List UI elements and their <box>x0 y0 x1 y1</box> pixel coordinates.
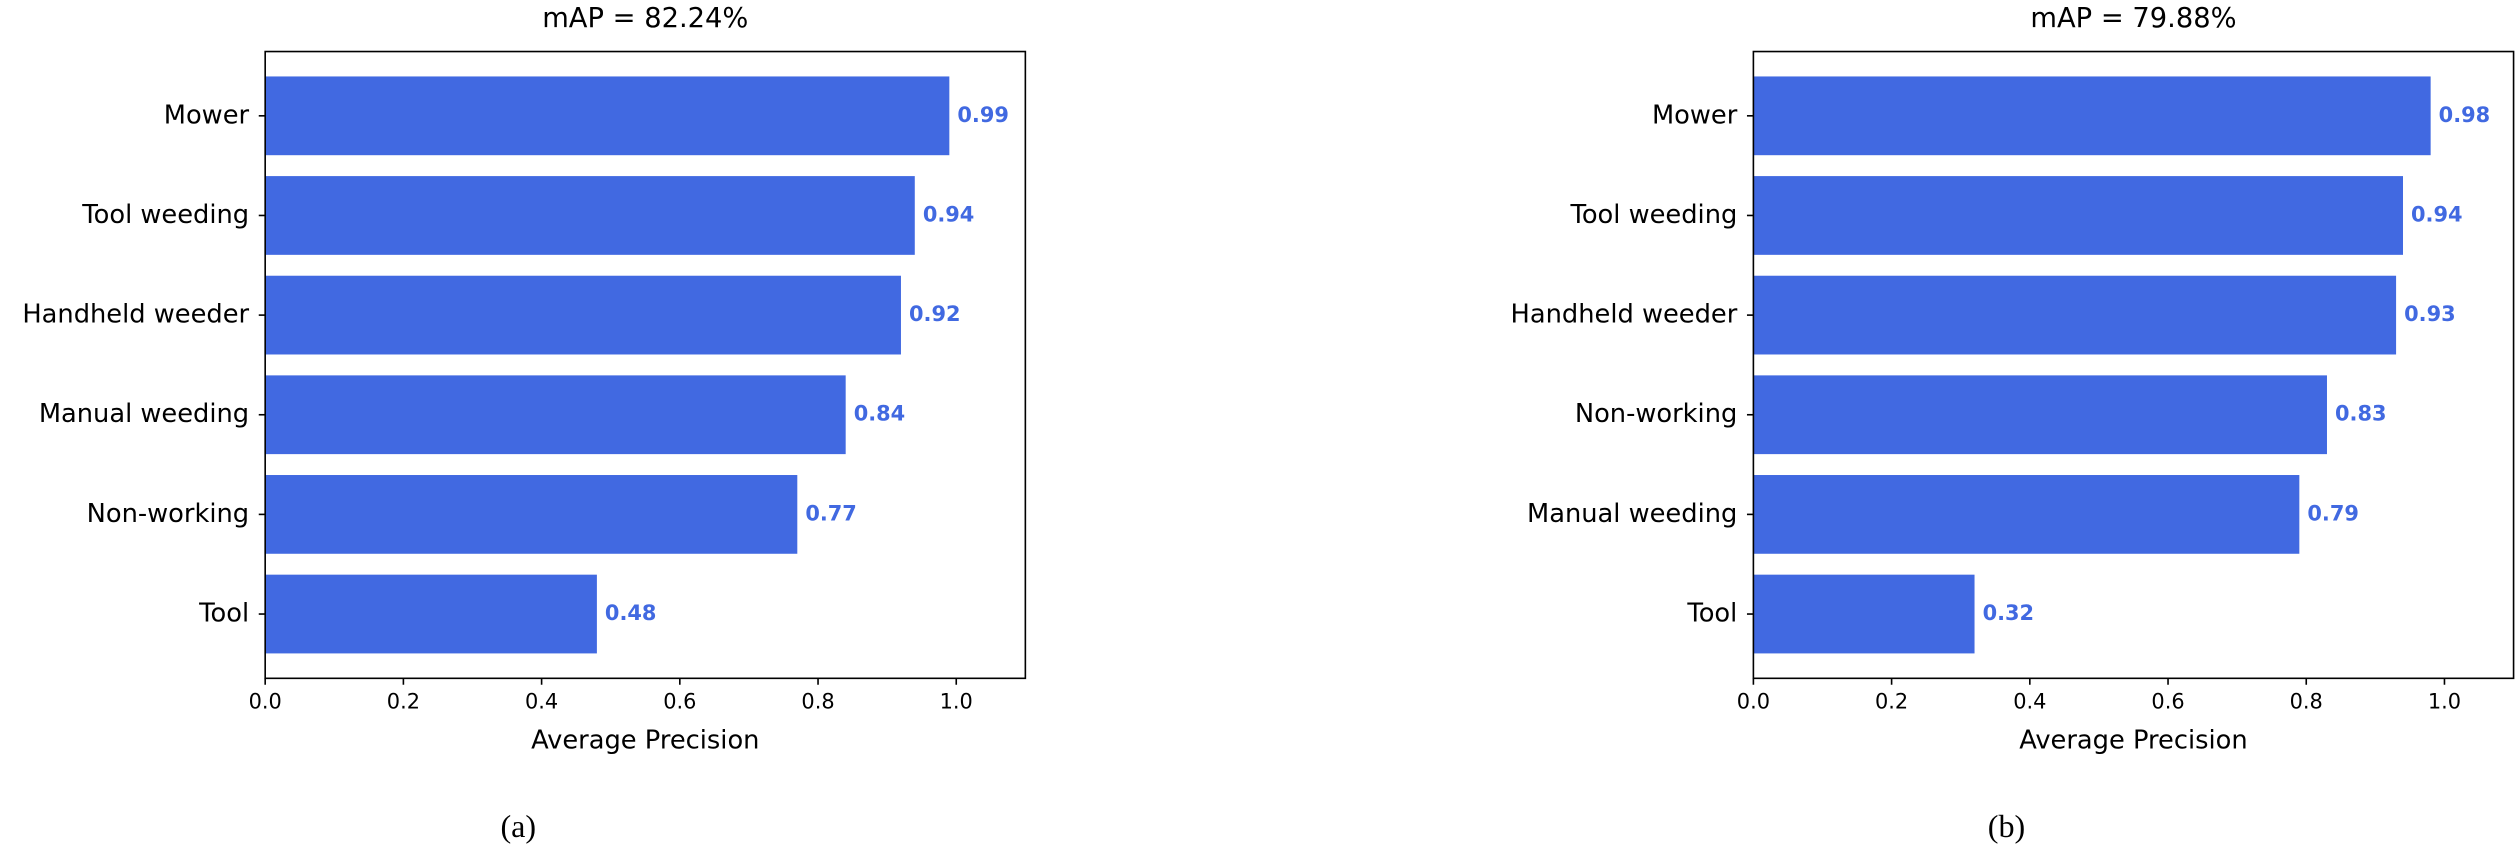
bar <box>265 574 597 654</box>
y-tick-label: Non-working <box>1575 399 1737 429</box>
y-tick-label: Manual weeding <box>39 399 249 429</box>
caption: (b) <box>1988 808 2025 844</box>
value-label: 0.94 <box>923 202 975 226</box>
y-tick-label: Non-working <box>87 499 249 529</box>
y-tick-label: Manual weeding <box>1527 499 1737 529</box>
x-axis-label: Average Precision <box>531 726 759 756</box>
x-tick-label: 0.6 <box>663 689 696 713</box>
x-tick-label: 0.8 <box>801 689 834 713</box>
x-tick-label: 0.0 <box>1737 689 1770 713</box>
y-tick-label: Handheld weeder <box>1511 300 1738 330</box>
value-label: 0.92 <box>909 302 961 326</box>
y-tick-label: Tool <box>1686 599 1737 629</box>
chart-title: mAP = 82.24% <box>542 3 748 34</box>
x-tick-label: 1.0 <box>2428 689 2461 713</box>
plot-frame <box>1752 50 2515 680</box>
y-tick-label: Tool weeding <box>81 200 249 230</box>
x-tick-label: 0.8 <box>2290 689 2323 713</box>
value-label: 0.98 <box>2439 103 2491 127</box>
x-tick-label: 0.4 <box>2013 689 2046 713</box>
x-tick-label: 0.2 <box>387 689 420 713</box>
value-label: 0.93 <box>2404 302 2456 326</box>
bar <box>265 176 915 255</box>
x-tick-label: 1.0 <box>940 689 973 713</box>
bar <box>265 475 798 554</box>
bar <box>265 76 950 156</box>
y-tick-label: Handheld weeder <box>22 300 249 330</box>
value-label: 0.99 <box>957 103 1009 127</box>
x-tick-label: 0.2 <box>1875 689 1908 713</box>
bar <box>265 375 846 455</box>
y-tick-label: Mower <box>1652 100 1738 130</box>
x-tick-label: 0.4 <box>525 689 558 713</box>
bar <box>265 275 901 355</box>
bar <box>1753 475 2300 554</box>
value-label: 0.84 <box>854 402 906 426</box>
bar <box>1753 76 2431 156</box>
x-tick-label: 0.6 <box>2151 689 2184 713</box>
plot-frame <box>264 50 1027 680</box>
value-label: 0.48 <box>605 601 657 625</box>
bar <box>1753 375 2327 455</box>
chart-title: mAP = 79.88% <box>2030 3 2236 34</box>
y-tick-label: Mower <box>164 100 250 130</box>
bar <box>1753 176 2403 255</box>
caption: (a) <box>500 808 536 844</box>
value-label: 0.32 <box>1983 601 2035 625</box>
y-tick-label: Tool weeding <box>1570 200 1738 230</box>
value-label: 0.77 <box>805 501 857 525</box>
value-label: 0.79 <box>2307 501 2359 525</box>
x-axis-label: Average Precision <box>2019 726 2247 756</box>
x-tick-label: 0.0 <box>249 689 282 713</box>
value-label: 0.83 <box>2335 402 2387 426</box>
bar <box>1753 574 1975 654</box>
y-tick-label: Tool <box>198 599 249 629</box>
bar <box>1753 275 2397 355</box>
value-label: 0.94 <box>2411 202 2463 226</box>
